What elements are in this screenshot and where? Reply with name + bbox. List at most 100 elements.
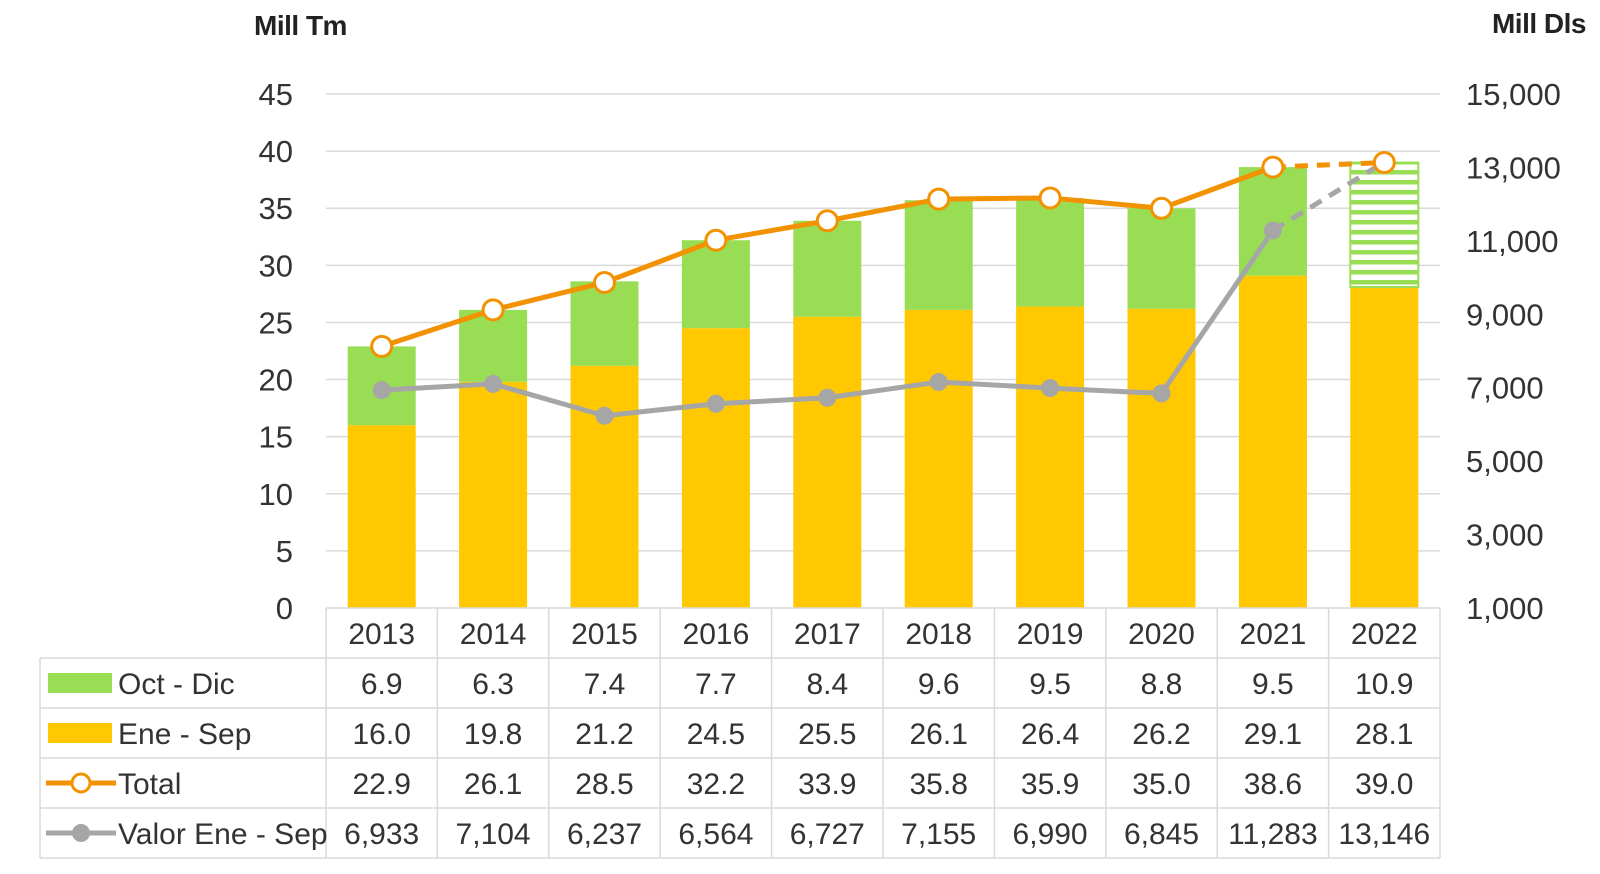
bar-oct-dic (1127, 208, 1196, 309)
x-tick-label: 2015 (571, 618, 638, 651)
table-cell: 39.0 (1355, 768, 1413, 801)
bar-ene-sep (347, 425, 416, 608)
y-left-tick-label: 30 (259, 248, 293, 283)
bar-ene-sep (793, 316, 862, 608)
x-tick-label: 2013 (348, 618, 415, 651)
table-cell: 9.5 (1029, 668, 1071, 701)
table-cell: 35.9 (1021, 768, 1079, 801)
table-cell: 7.7 (695, 668, 737, 701)
y-left-tick-label: 25 (259, 305, 293, 340)
point-marker (484, 374, 503, 393)
table-cell: 35.0 (1132, 768, 1190, 801)
bar-ene-sep (904, 309, 973, 608)
table-cell: 13,146 (1338, 818, 1430, 851)
bar-oct-dic (904, 200, 973, 310)
table-cell: 28.5 (575, 768, 633, 801)
point-marker (704, 228, 728, 252)
bar-oct-dic (793, 220, 862, 317)
point-marker (593, 270, 616, 294)
table-cell: 6,564 (678, 818, 753, 851)
table-cell: 22.9 (353, 768, 411, 801)
table-cell: 10.9 (1355, 668, 1413, 701)
table-cell: 7.4 (584, 668, 626, 701)
y-left-tick-label: 20 (259, 363, 293, 398)
table-cell: 25.5 (798, 718, 856, 751)
data-table: 2013 2014 2015 2016 2017 2018 2019 2020 2021 2022… (39, 607, 1441, 859)
y-right-tick-label: 1,000 (1466, 591, 1544, 626)
y-left-tick-label: 45 (259, 77, 293, 112)
table-cell: 26.2 (1132, 718, 1190, 751)
legend-swatch (48, 673, 112, 693)
table-cell: 9.6 (918, 668, 960, 701)
y-right-tick-label: 11,000 (1466, 224, 1559, 259)
x-tick-label: 2016 (683, 618, 750, 651)
table-cell: 35.8 (910, 768, 968, 801)
legend-label: Total (118, 768, 181, 801)
table-cell: 9.5 (1252, 668, 1294, 701)
table-cell: 32.2 (687, 768, 745, 801)
y-left-tick-label: 0 (276, 591, 293, 626)
y-left-tick-label: 15 (259, 420, 293, 455)
point-marker (1152, 384, 1171, 403)
table-cell: 8.4 (806, 668, 848, 701)
point-marker (929, 373, 948, 392)
table-cell: 6.9 (361, 668, 403, 701)
bar-ene-sep (1238, 275, 1307, 608)
point-marker (1263, 221, 1282, 240)
table-cell: 8.8 (1141, 668, 1183, 701)
lines (370, 151, 1396, 425)
x-tick-label: 2020 (1128, 618, 1195, 651)
y-right-tick-label: 15,000 (1466, 77, 1561, 112)
point-marker (1150, 196, 1173, 220)
point-marker (1041, 379, 1060, 398)
x-tick-label: 2018 (905, 618, 972, 651)
x-tick-label: 2014 (460, 618, 527, 651)
table-cell: 6,237 (567, 818, 642, 851)
table-cell: 16.0 (353, 718, 411, 751)
point-marker (706, 394, 725, 413)
x-tick-label: 2022 (1351, 618, 1418, 651)
bar-oct-dic (1349, 161, 1420, 289)
point-marker (1372, 151, 1396, 175)
bar-ene-sep (1016, 306, 1085, 608)
table-cell: 6,933 (344, 818, 419, 851)
point-marker (818, 388, 837, 407)
table-cell: 6,845 (1124, 818, 1199, 851)
table-cell: 6,990 (1013, 818, 1088, 851)
legend-marker (70, 772, 92, 794)
bar-ene-sep (1127, 308, 1196, 608)
y-right-axis-label: Mill Dls (1491, 8, 1587, 39)
y-left-tick-label: 5 (276, 534, 293, 569)
table-cell: 26.1 (464, 768, 522, 801)
table-cell: 7,104 (456, 818, 531, 851)
legend-label: Valor Ene - Sep (118, 818, 328, 851)
point-marker (370, 334, 394, 358)
bar-oct-dic (1016, 197, 1085, 307)
legend-label: Ene - Sep (118, 718, 251, 751)
legend-marker (72, 824, 90, 842)
table-cell: 28.1 (1355, 718, 1413, 751)
y-left-axis-label: Mill Tm (254, 10, 347, 41)
y-right-tick-label: 5,000 (1466, 444, 1544, 479)
y-right-tick-label: 3,000 (1466, 518, 1544, 553)
table-cell: 38.6 (1244, 768, 1302, 801)
bar-oct-dic (459, 309, 528, 382)
bar-ene-sep (681, 328, 750, 608)
axis-ticks: 0 5 10 15 20 25 30 35 40 45 1,000 3,000 5,000 7,000 9,… (259, 77, 1561, 626)
table-cell: 6,727 (790, 818, 865, 851)
point-marker (481, 298, 505, 322)
legend-swatch (48, 723, 112, 743)
table-cell: 19.8 (464, 718, 522, 751)
point-marker (595, 406, 614, 425)
y-left-tick-label: 40 (259, 134, 293, 169)
table-cell: 26.4 (1021, 718, 1079, 751)
table-cell: 21.2 (575, 718, 633, 751)
bar-ene-sep (459, 381, 528, 608)
table-cell: 24.5 (687, 718, 745, 751)
table-cell: 11,283 (1228, 818, 1318, 851)
legend-label: Oct - Dic (118, 668, 235, 701)
y-right-tick-label: 7,000 (1466, 371, 1544, 406)
x-tick-label: 2017 (794, 618, 861, 651)
table-cell: 33.9 (798, 768, 856, 801)
